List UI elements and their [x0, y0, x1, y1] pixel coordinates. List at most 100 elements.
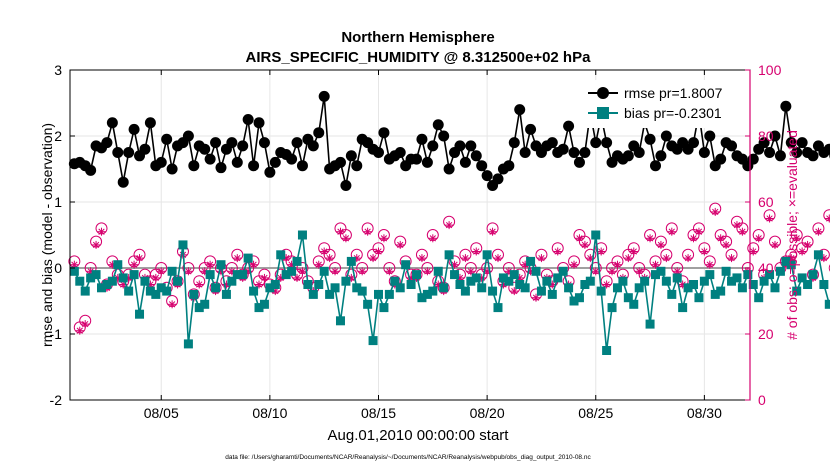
- obs-evaluated-point: [488, 227, 497, 236]
- obs-evaluated-stroke: [532, 294, 540, 301]
- rmse-point: [291, 137, 303, 149]
- rmse-point: [345, 150, 357, 162]
- obs-evaluated-stroke: [272, 287, 279, 295]
- bias-point: [770, 283, 780, 293]
- obs-evaluated-point: [700, 247, 709, 256]
- obs-evaluated-stroke: [418, 254, 426, 262]
- rmse-point: [411, 153, 423, 165]
- bias-point: [75, 276, 85, 286]
- rmse-point: [769, 130, 781, 142]
- bias-point: [194, 303, 204, 313]
- bias-point: [824, 299, 830, 309]
- bias-point: [580, 280, 590, 289]
- bias-point: [107, 276, 117, 286]
- obs-evaluated-point: [184, 267, 193, 276]
- obs-evaluated-stroke: [733, 221, 741, 229]
- obs-evaluated-stroke: [576, 235, 583, 242]
- rmse-point: [660, 130, 672, 142]
- rmse-point: [715, 153, 727, 165]
- rmse-point: [557, 143, 569, 155]
- x-tick-label: 08/05: [144, 405, 179, 421]
- obs-evaluated-point: [798, 247, 807, 256]
- bias-point: [591, 230, 601, 240]
- obs-evaluated-point: [711, 207, 720, 216]
- bias-point: [705, 270, 715, 280]
- bias-point: [417, 293, 427, 303]
- y-tick-left-label: 0: [54, 260, 62, 276]
- rmse-point: [644, 133, 656, 145]
- y-axis-left: -2 -1 0 1 2 3: [50, 62, 75, 408]
- obs-evaluated-stroke: [494, 254, 502, 262]
- obs-evaluated-point: [135, 254, 144, 263]
- bias-point: [775, 266, 785, 276]
- bias-point: [406, 280, 416, 289]
- bias-point: [412, 270, 422, 280]
- bias-point: [482, 250, 492, 260]
- obs-evaluated-stroke: [554, 248, 561, 255]
- x-tick-label: 08/15: [361, 405, 396, 421]
- obs-evaluated-stroke: [185, 268, 192, 275]
- obs-evaluated-point: [168, 300, 177, 309]
- rmse-point: [226, 137, 238, 149]
- bias-point: [460, 286, 470, 296]
- obs-evaluated-stroke: [364, 228, 371, 235]
- bias-point: [243, 253, 253, 263]
- obs-evaluated-stroke: [130, 261, 138, 268]
- bias-point: [439, 283, 449, 293]
- rmse-point: [563, 120, 575, 132]
- obs-evaluated-point: [314, 260, 323, 269]
- obs-evaluated-stroke: [815, 228, 822, 235]
- rmse-point: [296, 160, 308, 172]
- obs-evaluated-point: [580, 240, 589, 249]
- obs-evaluated-stroke: [587, 254, 594, 262]
- bias-point: [553, 273, 563, 283]
- obs-evaluated-point: [97, 227, 106, 236]
- obs-evaluated-stroke: [820, 254, 828, 262]
- legend-bias-label: bias pr=-0.2301: [624, 105, 722, 121]
- obs-evaluated-stroke: [234, 254, 241, 262]
- rmse-point: [237, 140, 249, 152]
- bias-point: [118, 273, 128, 283]
- rmse-point: [465, 140, 477, 152]
- obs-evaluated-point: [770, 240, 779, 249]
- y-axis-left-label: rmse and bias (model - observation): [39, 123, 55, 347]
- bias-point: [509, 270, 519, 280]
- obs-evaluated-point: [233, 254, 242, 263]
- bias-point: [716, 286, 726, 296]
- obs-evaluated-point: [553, 247, 562, 256]
- rmse-point: [823, 143, 830, 155]
- rmse-point: [231, 156, 243, 168]
- obs-evaluated-point: [249, 260, 258, 269]
- obs-evaluated-stroke: [722, 241, 730, 249]
- obs-evaluated-point: [825, 214, 830, 223]
- rmse-point: [655, 150, 667, 162]
- obs-evaluated-point: [727, 254, 736, 263]
- obs-evaluated-point: [472, 247, 481, 256]
- obs-evaluated-stroke: [92, 241, 100, 249]
- bias-point: [276, 250, 286, 260]
- bias-point: [748, 280, 758, 289]
- bias-point: [488, 286, 498, 296]
- rmse-point: [492, 173, 504, 185]
- bias-point: [216, 260, 226, 270]
- obs-evaluated-point: [92, 240, 101, 249]
- bias-point: [346, 256, 356, 266]
- bias-point: [678, 303, 688, 313]
- rmse-point: [313, 127, 325, 139]
- rmse-point: [351, 160, 363, 172]
- y-tick-right-label: 100: [758, 62, 782, 78]
- y-tick-right-label: 80: [758, 128, 774, 144]
- obs-evaluated-point: [336, 227, 345, 236]
- x-tick-label: 08/20: [470, 405, 505, 421]
- obs-evaluated-point: [570, 260, 579, 269]
- obs-evaluated-point: [195, 280, 204, 289]
- bias-point: [390, 276, 400, 286]
- obs-evaluated-stroke: [701, 248, 708, 255]
- bias-point: [200, 299, 210, 309]
- obs-evaluated-stroke: [739, 228, 746, 235]
- obs-evaluated-point: [510, 287, 519, 296]
- bias-point: [265, 283, 275, 293]
- rmse-point: [378, 127, 390, 139]
- bias-point: [536, 286, 546, 296]
- obs-evaluated-stroke: [570, 261, 578, 268]
